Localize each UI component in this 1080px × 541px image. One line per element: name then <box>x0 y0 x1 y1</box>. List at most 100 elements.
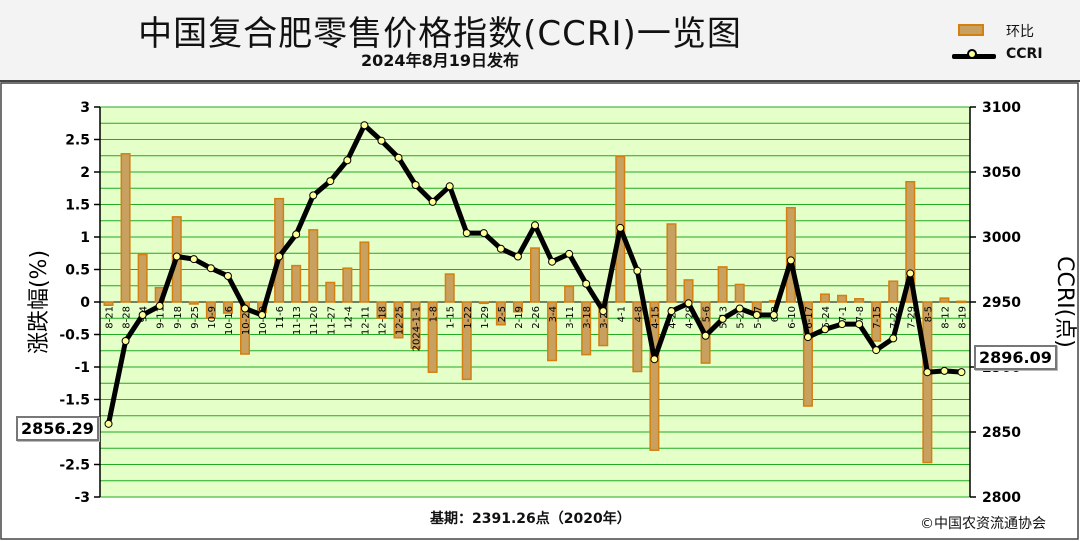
category-label: 3-25 <box>599 306 610 329</box>
legend-bar-label: 环比 <box>1006 24 1034 40</box>
category-label: 12-4 <box>343 306 354 329</box>
ccri-point-6-3 <box>769 311 778 319</box>
left-tick-label: 3 <box>80 100 90 116</box>
ccri-point-7-22 <box>889 334 898 343</box>
category-label: 7-29 <box>906 306 917 329</box>
category-label: 8-5 <box>923 306 934 322</box>
bar-3-18 <box>581 301 592 356</box>
chart-header: 中国复合肥零售价格指数(CCRI)一览图 2024年8月19日发布 环比 CCR… <box>0 0 1080 82</box>
ccri-point-12-18 <box>377 136 386 145</box>
ccri-point-2-5 <box>496 244 505 253</box>
legend-bar-swatch <box>958 24 984 36</box>
bar-1-29 <box>478 301 489 305</box>
chart-title: 中国复合肥零售价格指数(CCRI)一览图 <box>138 14 742 54</box>
category-label: 2024-1-1 <box>412 306 423 351</box>
right-tick-label: 2850 <box>982 425 1021 441</box>
ccri-point-8-12 <box>940 366 949 375</box>
bar-1-15 <box>444 273 455 303</box>
category-label: 2-5 <box>497 306 508 322</box>
bar-11-27 <box>325 281 336 303</box>
ccri-point-8-19 <box>957 368 966 377</box>
category-label: 3-18 <box>582 306 593 329</box>
category-label: 9-25 <box>190 306 201 329</box>
category-label: 10-16 <box>224 306 235 335</box>
category-label: 11-6 <box>275 306 286 329</box>
category-label: 8-12 <box>940 306 951 329</box>
category-label: 9-11 <box>156 306 167 329</box>
category-label: 12-25 <box>395 306 406 335</box>
category-label: 4-29 <box>685 306 696 329</box>
left-tick-label: 2 <box>80 165 90 181</box>
category-label: 11-20 <box>309 306 320 335</box>
bar-11-20 <box>308 229 319 303</box>
right-tick-label: 2950 <box>982 295 1021 311</box>
left-tick-label: -1 <box>74 360 90 376</box>
bar-8-12 <box>939 297 950 303</box>
ccri-point-7-1 <box>838 320 847 329</box>
bar-10-9 <box>205 301 216 319</box>
ccri-point-9-4 <box>138 311 147 319</box>
left-tick-label: 2.5 <box>65 133 90 149</box>
ccri-point-10-30 <box>258 311 267 319</box>
bar-10-23 <box>239 301 251 355</box>
ccri-point-11-20 <box>309 191 318 200</box>
bar-2024-1-1 <box>410 301 421 349</box>
bar-5-13 <box>717 266 728 303</box>
bar-8-21 <box>103 301 114 306</box>
ccri-point-3-4 <box>548 257 557 266</box>
category-label: 9-18 <box>173 306 184 329</box>
last-value-callout: 2896.09 <box>974 345 1057 370</box>
category-label: 10-23 <box>241 306 252 335</box>
right-tick-label: 3100 <box>982 100 1021 116</box>
left-tick-label: 1.5 <box>65 198 90 214</box>
ccri-point-9-18 <box>172 252 181 261</box>
bar-4-15 <box>649 301 660 451</box>
ccri-point-12-25 <box>394 153 403 162</box>
ccri-point-2024-1-1 <box>411 181 420 189</box>
category-label: 1-15 <box>446 306 457 329</box>
category-label: 7-22 <box>889 306 900 329</box>
right-axis-title: CCRI(点) <box>1052 256 1077 348</box>
category-label: 7-1 <box>838 306 849 322</box>
category-label: 1-29 <box>480 306 491 329</box>
ccri-point-8-5 <box>923 368 932 377</box>
category-label: 6-24 <box>821 306 832 329</box>
category-label: 3-11 <box>565 306 576 329</box>
bar-2-19 <box>512 301 523 313</box>
bar-1-22 <box>461 301 472 381</box>
ccri-point-4-1 <box>616 223 625 232</box>
ccri-point-9-25 <box>189 255 198 264</box>
bar-2-26 <box>529 247 541 303</box>
bar-8-5 <box>922 301 933 464</box>
category-label: 4-1 <box>616 306 627 322</box>
category-label: 2-26 <box>531 306 542 329</box>
bar-7-15 <box>871 301 882 342</box>
category-label: 7-15 <box>872 306 883 329</box>
bar-7-29 <box>905 181 916 303</box>
category-label: 2-19 <box>514 306 525 329</box>
bar-12-4 <box>342 267 353 303</box>
ccri-point-4-15 <box>650 355 659 364</box>
ccri-point-11-27 <box>326 177 335 186</box>
ccri-point-1-29 <box>479 229 488 238</box>
ccri-point-3-18 <box>582 279 591 288</box>
ccri-point-6-24 <box>821 325 829 334</box>
category-label: 12-18 <box>377 306 388 335</box>
bar-3-11 <box>564 285 575 303</box>
bar-8-28 <box>120 153 131 303</box>
ccri-point-12-11 <box>360 121 369 130</box>
chart-legend: 环比 CCRI <box>952 22 1072 70</box>
right-tick-label: 3050 <box>982 165 1021 181</box>
base-period-note: 基期：2391.26点（2020年） <box>430 511 631 527</box>
left-tick-label: -2.5 <box>59 458 90 474</box>
category-label: 6-10 <box>787 306 798 329</box>
category-label: 10-30 <box>258 306 269 335</box>
left-tick-label: 0 <box>80 295 90 311</box>
bar-6-17 <box>802 301 813 407</box>
category-label: 4-8 <box>633 306 644 322</box>
ccri-point-5-6 <box>701 331 710 340</box>
left-tick-label: 1 <box>80 230 90 246</box>
ccri-point-7-15 <box>872 346 881 355</box>
bar-4-8 <box>632 301 643 373</box>
category-label: 10-9 <box>207 306 218 329</box>
